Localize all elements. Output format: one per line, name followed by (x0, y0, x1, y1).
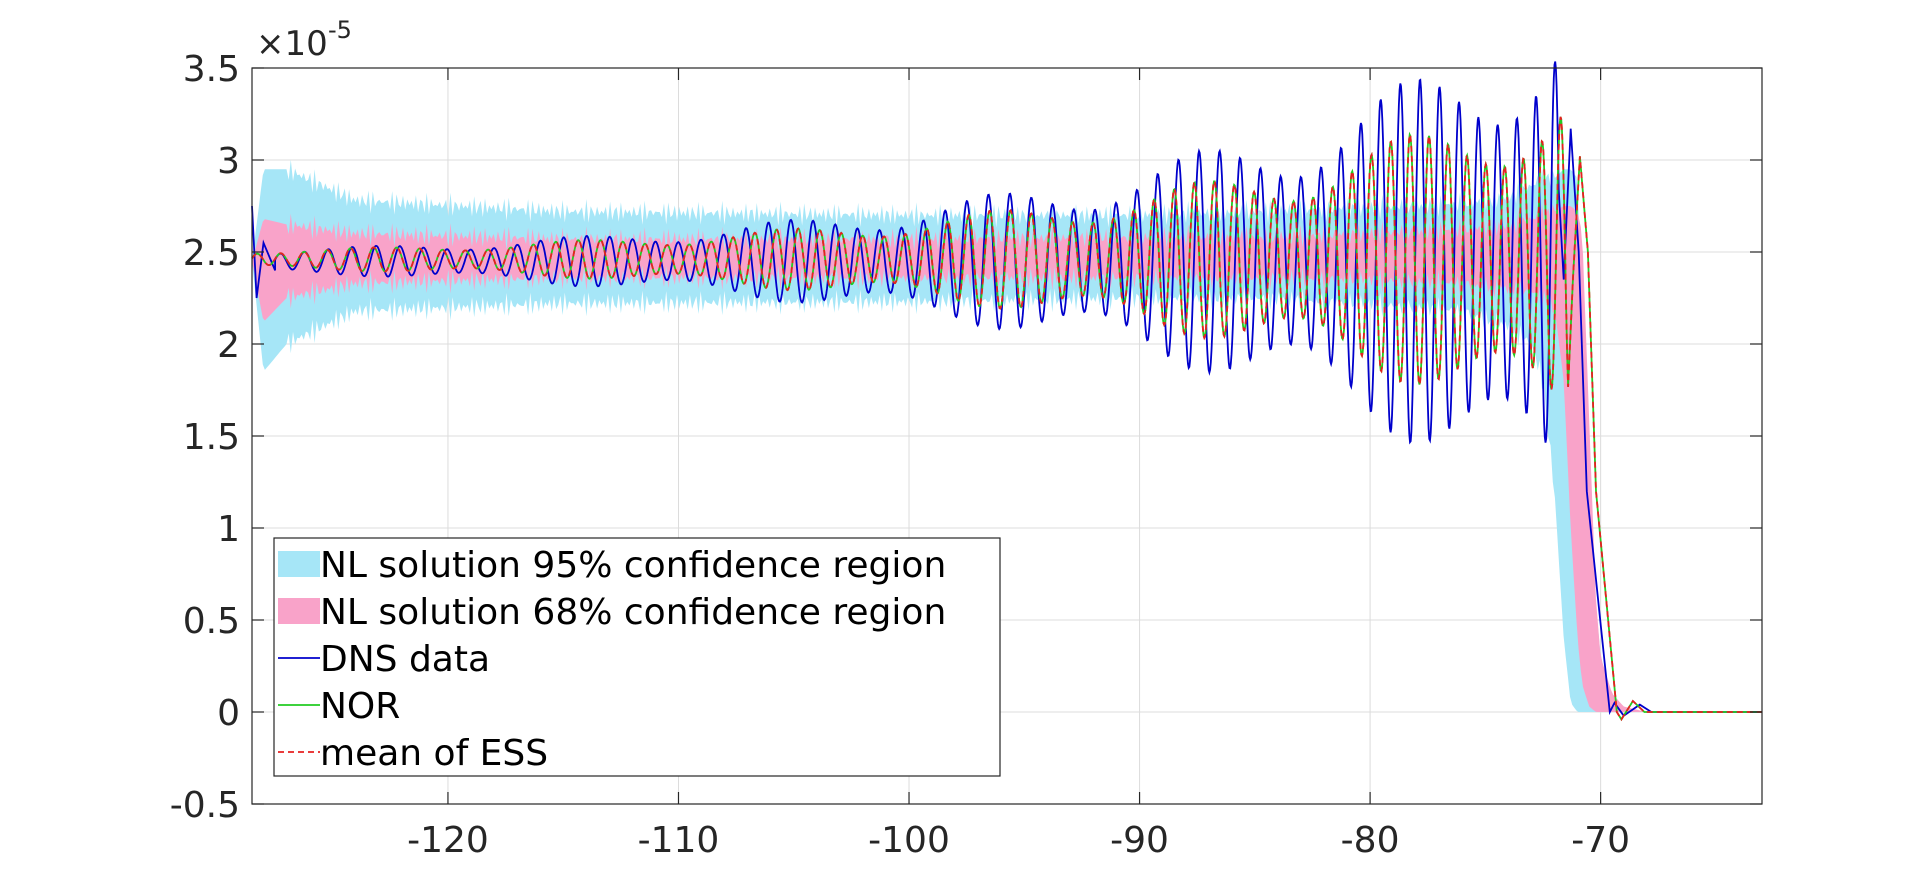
legend-label: DNS data (320, 639, 490, 680)
y-tick-label: 1 (217, 509, 240, 550)
x-tick-label: -70 (1571, 820, 1630, 861)
legend-label: NOR (320, 686, 400, 727)
confidence-band-68 (252, 203, 1762, 712)
legend-box (273, 537, 1001, 777)
legend-swatch (278, 598, 320, 624)
x-axis-tick-labels: -120 -110 -100 -90 -80 -70 (407, 820, 1630, 861)
x-tick-label: -90 (1110, 820, 1169, 861)
x-tick-label: -80 (1341, 820, 1400, 861)
y-axis-exponent: ×10 -5 (256, 16, 352, 64)
x-tick-label: -120 (407, 820, 489, 861)
y-tick-label: 0.5 (183, 601, 240, 642)
legend-swatch (278, 551, 320, 577)
legend-label: NL solution 95% confidence region (320, 545, 946, 586)
series-line-mean-of-ess (251, 116, 1762, 722)
y-tick-label: 0 (217, 693, 240, 734)
y-tick-label: 3.5 (183, 49, 240, 90)
confidence-band-95 (252, 159, 1762, 713)
axis-ticks (252, 67, 1762, 805)
series-line-dns-data (251, 61, 1762, 717)
legend-label: mean of ESS (320, 733, 548, 774)
y-tick-label: 2.5 (183, 233, 240, 274)
legend-label: NL solution 68% confidence region (320, 592, 946, 633)
x-tick-label: -100 (868, 820, 950, 861)
confidence-bands (252, 159, 1762, 713)
y-tick-label: 1.5 (183, 417, 240, 458)
y-tick-label: 2 (217, 325, 240, 366)
y-tick-label: -0.5 (170, 785, 240, 826)
y-tick-label: 3 (217, 141, 240, 182)
x-tick-label: -110 (638, 820, 720, 861)
exponent-power: -5 (328, 16, 352, 44)
series-lines (251, 61, 1762, 722)
exponent-times: ×10 (256, 24, 328, 64)
y-axis-tick-labels: 3.5 3 2.5 2 1.5 1 0.5 0 -0.5 (170, 49, 240, 826)
legend: NL solution 95% confidence region NL solu… (273, 537, 1001, 777)
